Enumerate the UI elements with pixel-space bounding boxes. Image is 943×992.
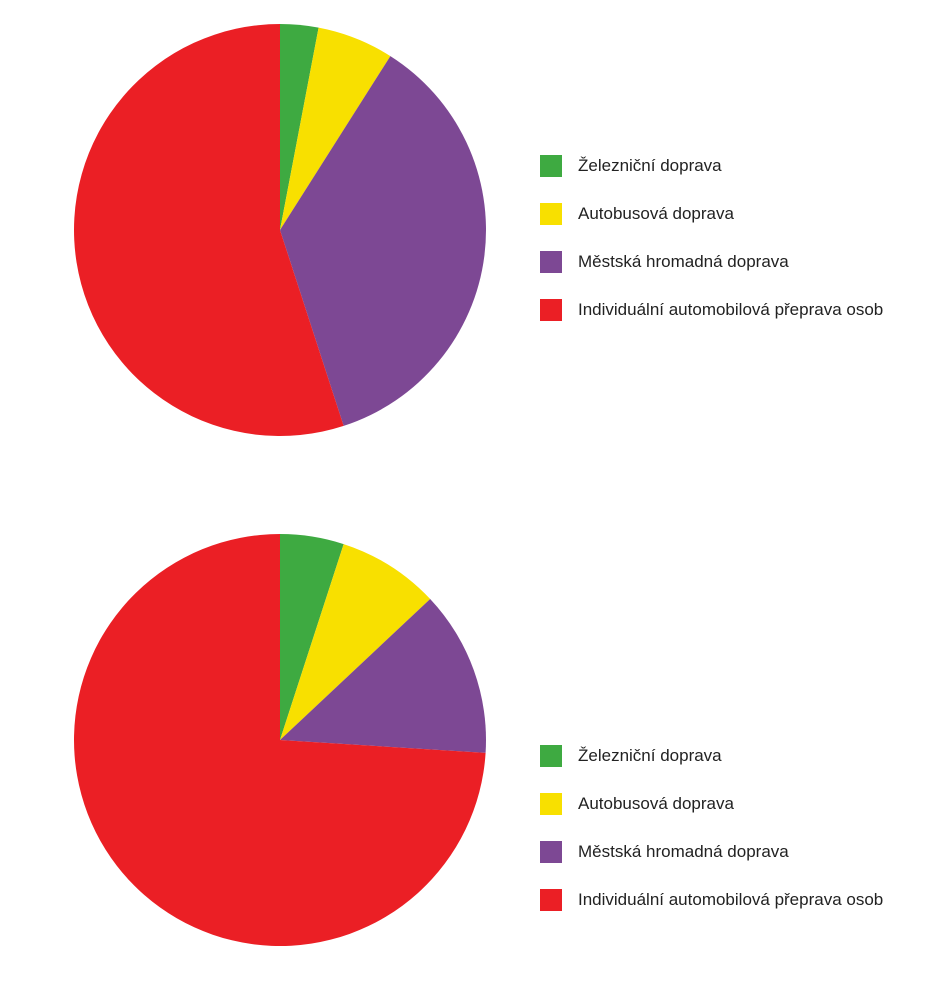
pie-svg-1 xyxy=(70,20,490,440)
legend-item: Autobusová doprava xyxy=(540,793,940,815)
legend-swatch xyxy=(540,745,562,767)
pie-svg-2 xyxy=(70,530,490,950)
legend-swatch xyxy=(540,793,562,815)
pie-chart-1 xyxy=(70,20,490,440)
legend-item: Železniční doprava xyxy=(540,745,940,767)
legend-swatch xyxy=(540,155,562,177)
chart-row-1: Železniční doprava Autobusová doprava Mě… xyxy=(0,20,943,450)
page: Železniční doprava Autobusová doprava Mě… xyxy=(0,0,943,992)
legend-label: Autobusová doprava xyxy=(578,794,734,814)
legend-label: Železniční doprava xyxy=(578,746,722,766)
legend-item: Individuální automobilová přeprava osob xyxy=(540,299,940,321)
legend-swatch xyxy=(540,203,562,225)
legend-swatch xyxy=(540,251,562,273)
legend-label: Městská hromadná doprava xyxy=(578,252,789,272)
legend-item: Městská hromadná doprava xyxy=(540,251,940,273)
legend-label: Autobusová doprava xyxy=(578,204,734,224)
legend-1: Železniční doprava Autobusová doprava Mě… xyxy=(540,155,940,347)
legend-2: Železniční doprava Autobusová doprava Mě… xyxy=(540,745,940,937)
legend-item: Železniční doprava xyxy=(540,155,940,177)
chart-row-2: Železniční doprava Autobusová doprava Mě… xyxy=(0,530,943,960)
legend-label: Městská hromadná doprava xyxy=(578,842,789,862)
legend-item: Autobusová doprava xyxy=(540,203,940,225)
legend-label: Individuální automobilová přeprava osob xyxy=(578,890,883,910)
legend-item: Individuální automobilová přeprava osob xyxy=(540,889,940,911)
legend-swatch xyxy=(540,841,562,863)
legend-label: Železniční doprava xyxy=(578,156,722,176)
legend-label: Individuální automobilová přeprava osob xyxy=(578,300,883,320)
pie-chart-2 xyxy=(70,530,490,950)
legend-item: Městská hromadná doprava xyxy=(540,841,940,863)
legend-swatch xyxy=(540,299,562,321)
legend-swatch xyxy=(540,889,562,911)
